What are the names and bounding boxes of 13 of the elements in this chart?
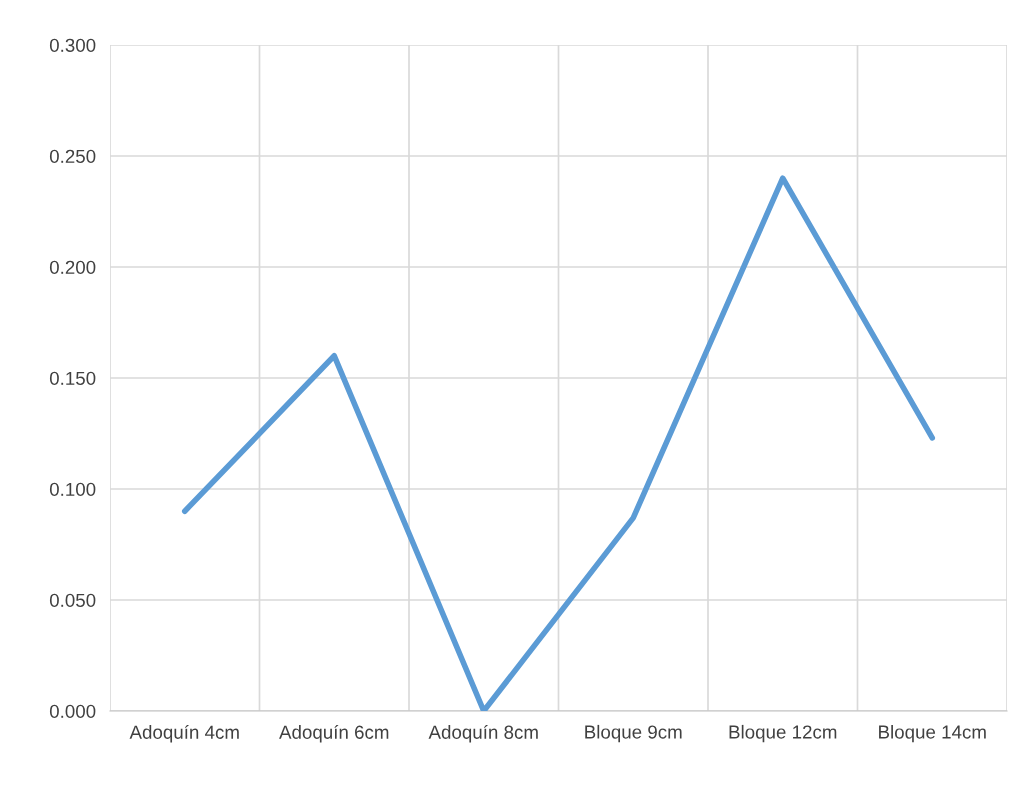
y-tick-label: 0.300 [49, 38, 96, 52]
y-tick-label: 0.100 [49, 482, 96, 496]
x-tick-label: Bloque 9cm [585, 724, 682, 743]
y-tick-label: 0.200 [49, 260, 96, 274]
x-tick-label: Adoquín 4cm [129, 724, 239, 743]
y-tick-label: 0.050 [49, 593, 96, 607]
y-tick-label: 0.250 [49, 149, 96, 163]
x-tick-label: Bloque 12cm [729, 724, 837, 743]
y-tick-label: 0.000 [49, 704, 96, 718]
y-tick-label: 0.150 [49, 371, 96, 385]
x-tick-label: Bloque 14cm [879, 724, 986, 743]
x-tick-label: Adoquín 6cm [279, 724, 389, 743]
x-tick-label: Adoquín 8cm [428, 724, 538, 743]
